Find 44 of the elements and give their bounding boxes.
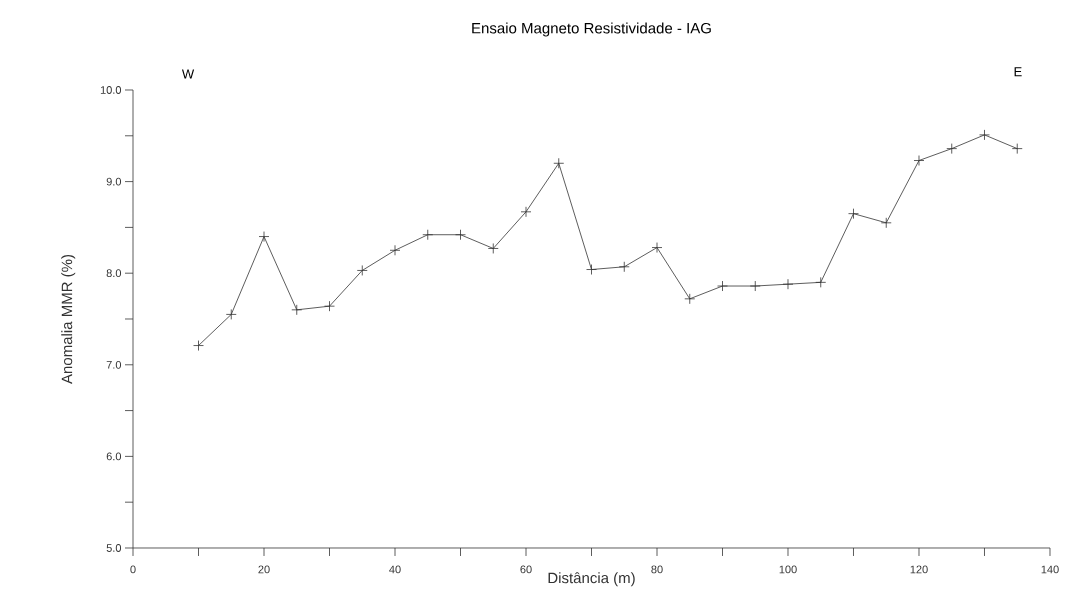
chart-title: Ensaio Magneto Resistividade - IAG [472, 22, 711, 37]
point [455, 229, 466, 241]
x-tick-label: 20 [258, 565, 270, 574]
y-tick-label: 5.0 [106, 544, 122, 552]
point [389, 244, 401, 256]
point [520, 206, 532, 218]
x-tick-label: 120 [910, 565, 928, 574]
y-tick-label: 9.0 [106, 177, 122, 186]
point [815, 276, 827, 288]
point [946, 143, 958, 155]
point [291, 304, 303, 316]
point [553, 157, 565, 169]
point [324, 300, 335, 312]
point [749, 280, 761, 292]
point [651, 242, 663, 253]
point [717, 280, 728, 292]
text: E [1014, 67, 1022, 77]
point [848, 208, 859, 220]
x-tick-label: 100 [779, 565, 797, 574]
x-tick-label: 140 [1041, 565, 1059, 574]
point [913, 155, 925, 166]
point [422, 229, 434, 241]
point [356, 265, 368, 276]
x-tick-label: 0 [130, 565, 136, 574]
point [979, 129, 990, 141]
x-tick-label: 40 [389, 565, 401, 574]
x-axis-title: Distância (m) [548, 572, 635, 587]
y-tick-label: 10.0 [100, 86, 122, 94]
x-tick-label: 60 [520, 565, 532, 574]
y-tick-label: 6.0 [106, 452, 122, 461]
text: W [181, 69, 195, 79]
y-axis-title: Anomalia MMR (%) [61, 254, 76, 384]
point [782, 278, 794, 290]
point [258, 231, 270, 242]
point [880, 217, 892, 229]
point [1011, 143, 1023, 155]
point [684, 293, 696, 305]
y-tick-label: 7.0 [106, 360, 122, 369]
point [225, 309, 237, 320]
y-tick-label: 8.0 [106, 269, 122, 278]
point [487, 243, 499, 254]
x-tick-label: 80 [651, 565, 663, 574]
point [193, 340, 204, 351]
point [618, 261, 630, 273]
